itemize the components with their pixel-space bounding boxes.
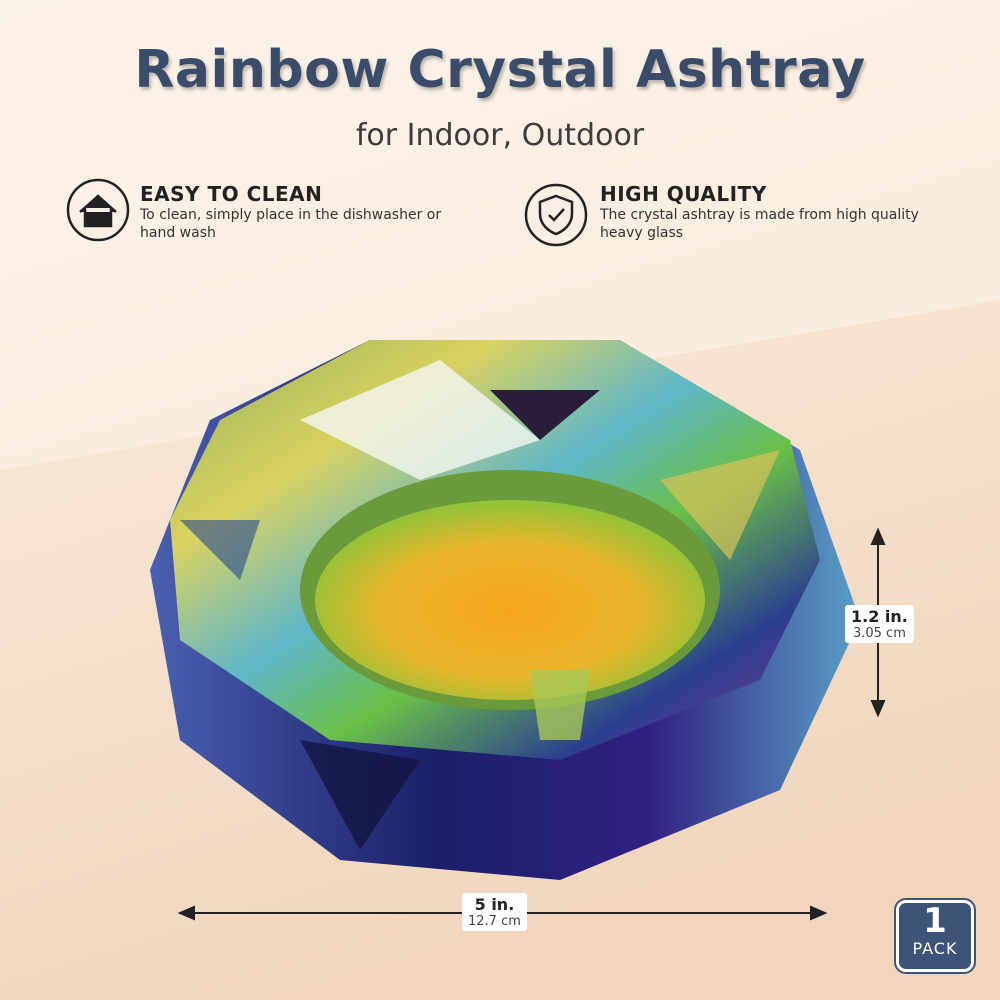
width-label: 5 in. 12.7 cm — [462, 893, 527, 931]
feature-text: To clean, simply place in the dishwasher… — [140, 207, 442, 241]
icon-home — [66, 178, 130, 242]
feature-title: EASY TO CLEAN — [140, 182, 323, 206]
feature-text: The crystal ashtray is made from high qu… — [600, 207, 919, 241]
width-metric: 12.7 cm — [468, 914, 521, 929]
height-metric: 3.05 cm — [852, 626, 906, 641]
pack-count: 1 — [923, 901, 947, 941]
width-imperial: 5 in. — [474, 895, 515, 914]
title: Rainbow Crystal Ashtray — [134, 40, 866, 100]
feature: HIGH QUALITY The crystal ashtray is made… — [600, 182, 930, 242]
feature-title: HIGH QUALITY — [600, 182, 767, 206]
height-label: 1.2 in. 3.05 cm — [845, 605, 914, 643]
height-imperial: 1.2 in. — [851, 607, 908, 626]
subtitle: for Indoor, Outdoor — [355, 118, 645, 153]
ashtray — [150, 340, 860, 880]
feature: EASY TO CLEAN To clean, simply place in … — [140, 182, 470, 242]
icon-shield — [524, 183, 588, 247]
pack-badge: 1 PACK — [896, 900, 974, 972]
pack-label: PACK — [912, 939, 958, 958]
